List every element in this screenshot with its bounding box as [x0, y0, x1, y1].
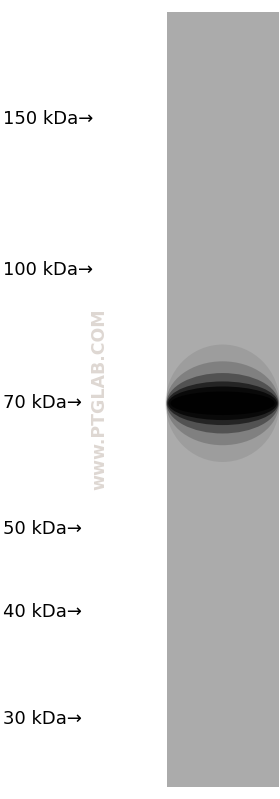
Text: 30 kDa→: 30 kDa→: [3, 710, 82, 728]
Ellipse shape: [168, 387, 277, 420]
Ellipse shape: [171, 392, 275, 415]
Ellipse shape: [167, 381, 278, 425]
Text: www.PTGLAB.COM: www.PTGLAB.COM: [90, 308, 108, 491]
Text: 100 kDa→: 100 kDa→: [3, 261, 93, 280]
Text: 70 kDa→: 70 kDa→: [3, 394, 82, 412]
Text: 50 kDa→: 50 kDa→: [3, 519, 82, 538]
Ellipse shape: [166, 361, 279, 445]
Bar: [167, 12, 279, 787]
Text: 150 kDa→: 150 kDa→: [3, 110, 93, 128]
Ellipse shape: [167, 373, 279, 434]
Ellipse shape: [165, 344, 280, 462]
Text: 40 kDa→: 40 kDa→: [3, 602, 82, 621]
